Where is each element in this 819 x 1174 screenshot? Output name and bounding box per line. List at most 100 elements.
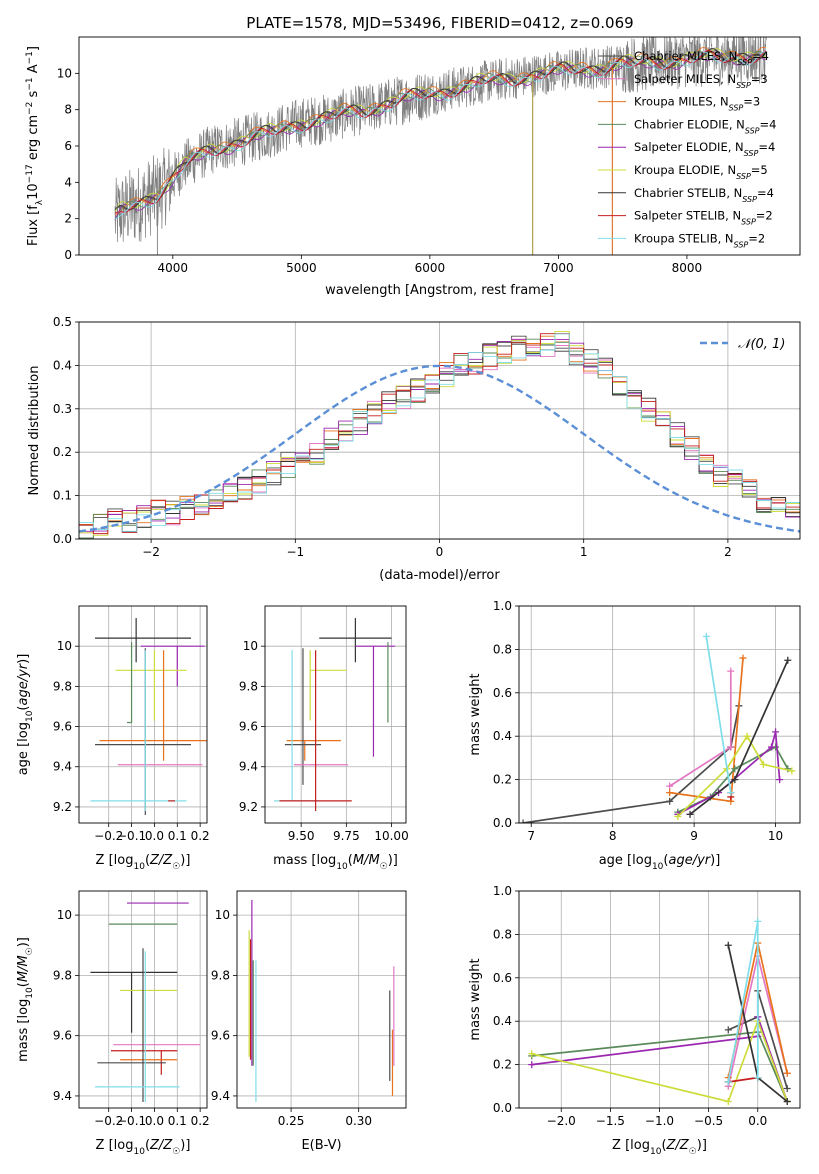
plot-frame (264, 605, 407, 824)
weight-point-marker (674, 812, 682, 820)
legend-count: =4 (752, 49, 769, 63)
plot-frame (78, 890, 208, 1109)
legend-sub: SSP (736, 80, 751, 89)
weight-point-marker (731, 776, 739, 784)
y-tick-label: 0.2 (493, 1058, 512, 1072)
weight-series-line (531, 1018, 788, 1103)
legend-entry: Kroupa STELIB, NSSP=2 (634, 231, 765, 249)
legend-sub: SSP (734, 240, 749, 249)
x-axis-label: age [log10(age/yr)] (599, 853, 721, 872)
x-tick-label: 0.2 (191, 1114, 210, 1128)
weight-point-marker (724, 1078, 732, 1086)
weight-point-marker (743, 732, 751, 740)
y-tick-label: 1.0 (493, 884, 512, 898)
y-tick-label: 0.4 (493, 1014, 512, 1028)
y-tick-label: 0.8 (493, 927, 512, 941)
weight-point-marker (776, 776, 784, 784)
label-part: )] (16, 937, 31, 947)
y-tick-label: 9.6 (211, 1029, 230, 1043)
y-tick-label: 0 (64, 248, 72, 262)
y-tick-label: 10 (215, 908, 230, 922)
mass-vs-ebv-panel: 0.25 0.30 9.4 9.6 9.8 10 (211, 890, 407, 1128)
errorbar-plot-area (248, 900, 395, 1102)
x-tick-label: 8 (609, 829, 617, 843)
weight-point-marker (528, 1050, 536, 1058)
weight-point-marker (784, 656, 792, 664)
x-tick-label: 7 (527, 829, 535, 843)
weight-point-marker (666, 782, 674, 790)
label-part: A (26, 64, 41, 77)
legend-entry: 𝒩(0, 1) (738, 337, 785, 352)
x-tick-label: 8000 (672, 261, 703, 275)
weight-point-marker (727, 789, 735, 797)
legend-name: Chabrier MILES, N (634, 49, 737, 63)
weight-series-line (705, 636, 732, 793)
legend-count: =2 (756, 209, 773, 223)
y-tick-label: 6 (64, 139, 72, 153)
label-part: 10 (133, 862, 145, 872)
legend-count: =3 (743, 95, 760, 109)
y-tick-label: 0.4 (493, 729, 512, 743)
legend-sub: SSP (745, 126, 760, 135)
legend-name: Kroupa MILES, N (634, 95, 729, 109)
y-tick-label: 9.8 (53, 679, 72, 693)
y-tick-label: 9.4 (53, 760, 72, 774)
model-spectrum-line (114, 49, 767, 214)
legend-entry: Salpeter STELIB, NSSP=2 (634, 209, 773, 227)
label-part: age/yr (668, 853, 711, 868)
legend-name: Salpeter MILES, N (634, 72, 736, 86)
x-tick-label: 1 (580, 545, 588, 559)
legend-entry: Kroupa MILES, NSSP=3 (634, 95, 760, 113)
y-tick-label: 1.0 (493, 599, 512, 613)
y-axis-label: mass weight (468, 673, 483, 755)
x-axis-label: (data-model)/error (379, 568, 500, 583)
x-tick-label: −1.5 (596, 1114, 625, 1128)
legend-name: Kroupa ELODIE, N (634, 163, 736, 177)
weight-point-marker (666, 789, 674, 797)
label-part: ☉ (25, 947, 35, 955)
weight-point-marker (519, 819, 527, 823)
label-part: )] (697, 1138, 707, 1153)
y-tick-label: 0.2 (53, 445, 72, 459)
label-part: −17 (25, 164, 35, 183)
label-part: ☉ (172, 1147, 180, 1157)
plot-frame (78, 36, 801, 256)
weight-point-marker (759, 760, 767, 768)
residuals-panel: −2 −1 0 1 2 0.0 0.1 0.2 0.3 0.4 0.5 (data-model)/er… (27, 315, 801, 583)
model-spectrum-line (114, 51, 766, 220)
label-part: ☉ (689, 1147, 697, 1157)
label-part: ( (145, 1138, 150, 1153)
x-axis-label: Z [log10(Z/Z☉)] (96, 853, 191, 872)
x-tick-label: −0.1 (117, 1114, 146, 1128)
y-tick-label: 0.1 (53, 489, 72, 503)
label-part: 10 (25, 710, 35, 722)
x-tick-label: 9.75 (333, 829, 360, 843)
weight-series-line (728, 1076, 758, 1083)
label-part: age [log (16, 722, 31, 775)
legend-count: =4 (760, 117, 777, 131)
weight-point-marker (731, 765, 739, 773)
y-tick-label: 8 (64, 103, 72, 117)
x-tick-label: 6000 (415, 261, 446, 275)
observed-spectrum-line (114, 37, 767, 243)
label-part: Z [log (612, 1138, 650, 1153)
label-part: Flux [f (26, 205, 41, 246)
y-tick-label: 0.0 (493, 816, 512, 830)
y-axis-label: mass [log10(M/M☉)] (16, 937, 35, 1062)
weight-point-marker (724, 1026, 732, 1034)
errorbar-plot-area (274, 618, 396, 811)
errorbar-plot-area (90, 618, 207, 815)
label-part: )] (388, 853, 398, 868)
weight-point-marker (724, 941, 732, 949)
label-part: 10 (336, 862, 348, 872)
label-part: s (26, 90, 41, 101)
x-tick-label: 0.30 (345, 1114, 372, 1128)
x-tick-label: −2 (142, 545, 160, 559)
label-part: ( (145, 853, 150, 868)
y-tick-label: 9.8 (211, 968, 230, 982)
y-tick-label: 10 (57, 639, 72, 653)
legend-count: =4 (757, 186, 774, 200)
weight-point-marker (783, 1097, 791, 1105)
